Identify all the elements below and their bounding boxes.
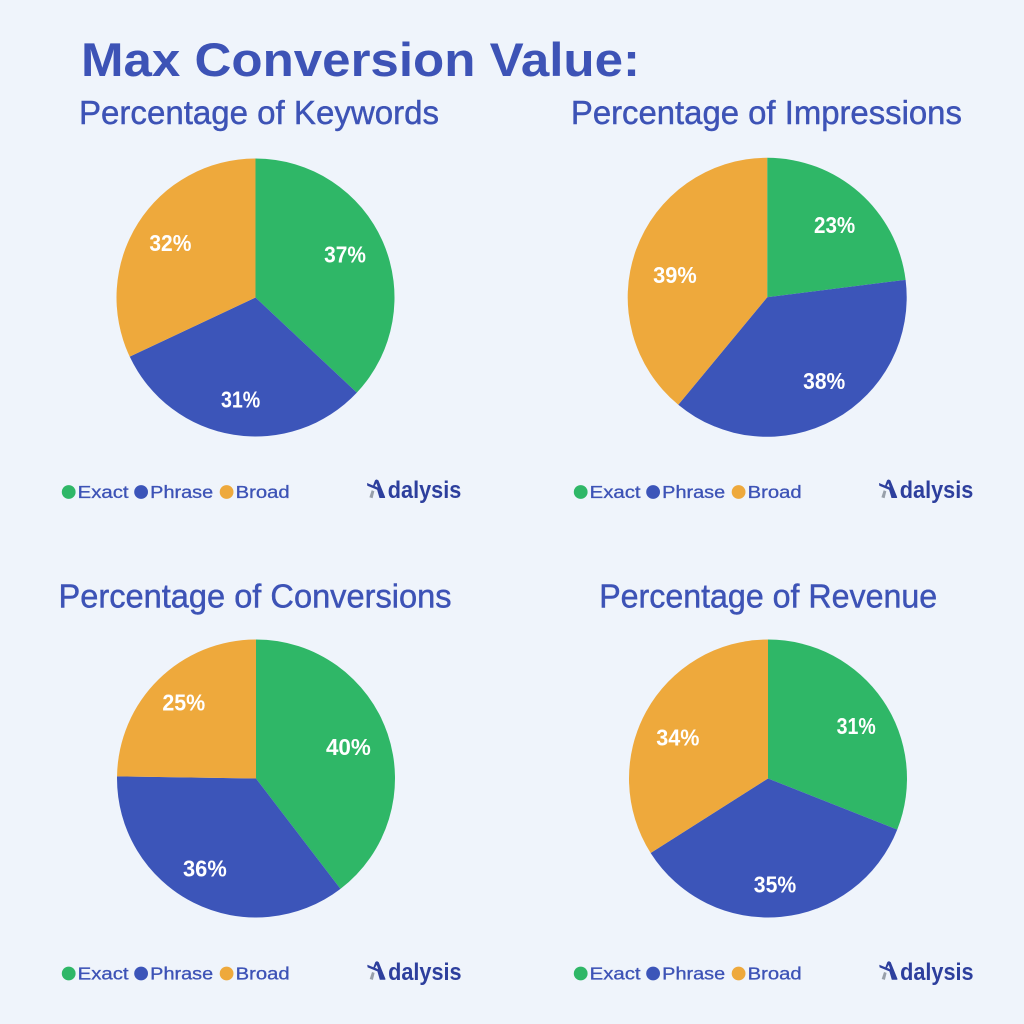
svg-text:Phrase: Phrase [662,482,725,502]
svg-text:Exact: Exact [590,482,641,502]
svg-text:Broad: Broad [236,482,290,502]
svg-text:Exact: Exact [590,964,641,984]
svg-text:Max Conversion Value:: Max Conversion Value: [81,33,640,86]
svg-text:Percentage of Keywords: Percentage of Keywords [79,95,439,132]
svg-text:36%: 36% [183,856,227,882]
svg-text:35%: 35% [754,871,796,897]
svg-text:Percentage of Impressions: Percentage of Impressions [571,95,962,132]
svg-text:Phrase: Phrase [150,482,213,502]
svg-text:Broad: Broad [748,482,802,502]
svg-text:34%: 34% [656,724,699,750]
svg-text:Exact: Exact [78,964,129,984]
svg-text:Broad: Broad [748,964,802,984]
svg-text:39%: 39% [653,262,697,288]
svg-text:25%: 25% [162,690,205,716]
svg-text:32%: 32% [149,230,191,256]
svg-text:Phrase: Phrase [150,964,213,984]
svg-text:31%: 31% [837,713,876,739]
svg-text:Broad: Broad [236,964,290,984]
svg-text:Exact: Exact [78,482,129,502]
svg-text:Percentage of Revenue: Percentage of Revenue [599,578,937,615]
svg-text:37%: 37% [324,242,366,268]
svg-text:Percentage of Conversions: Percentage of Conversions [59,578,452,615]
svg-text:40%: 40% [326,734,371,760]
svg-text:31%: 31% [221,387,260,413]
svg-text:38%: 38% [803,368,845,394]
svg-text:23%: 23% [814,212,855,238]
svg-text:Phrase: Phrase [662,964,725,984]
